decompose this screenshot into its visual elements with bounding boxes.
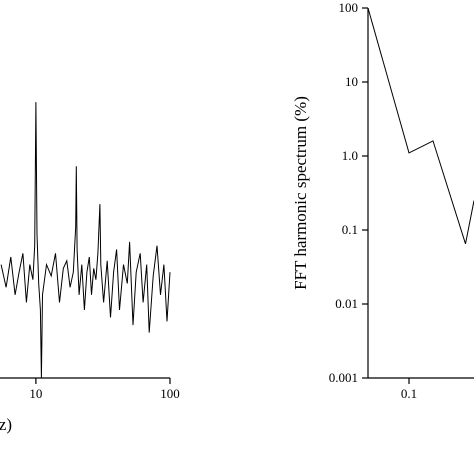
x-tick-label: 100	[160, 386, 180, 401]
y-tick-label: 0.01	[335, 296, 358, 311]
y-tick-label: 100	[339, 0, 359, 15]
y-tick-label: 0.1	[342, 222, 358, 237]
y-tick-label: 1.0	[342, 148, 358, 163]
y-axis-label: FFT harmonic spectrum (%)	[291, 96, 310, 290]
x-tick-label: 10	[29, 386, 42, 401]
data-line	[367, 7, 474, 244]
x-tick-label: 0.1	[401, 386, 417, 401]
y-tick-label: 0.001	[329, 370, 358, 385]
x-axis-label: Hz)	[0, 415, 12, 434]
y-tick-label: 10	[345, 74, 358, 89]
data-line	[0, 102, 171, 379]
